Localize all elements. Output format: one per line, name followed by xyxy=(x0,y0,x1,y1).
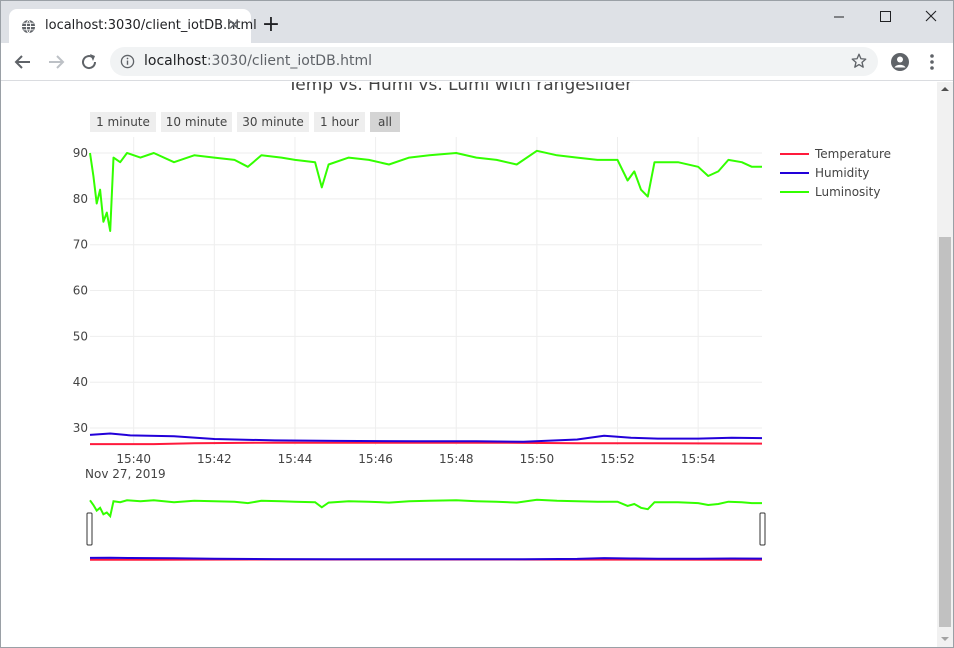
y-tick-label: 70 xyxy=(73,238,88,252)
back-arrow-icon[interactable] xyxy=(11,50,35,74)
range-button-1-hour[interactable]: 1 hour xyxy=(314,112,365,132)
range-button-bg xyxy=(314,112,365,132)
y-tick-label: 30 xyxy=(73,421,88,435)
url-path: :3030/client_iotDB.html xyxy=(206,53,373,69)
range-button-label: 1 hour xyxy=(320,115,359,129)
series-line-humidity[interactable] xyxy=(89,432,763,443)
series-line-luminosity[interactable] xyxy=(89,149,762,232)
globe-icon xyxy=(21,19,36,34)
x-tick-label: 15:54 xyxy=(681,452,716,466)
browser-toolbar: localhost:3030/client_iotDB.html xyxy=(1,43,953,81)
x-tick-label: 15:52 xyxy=(600,452,635,466)
legend: Temperature Humidity Luminosity xyxy=(780,147,891,199)
legend-item-luminosity[interactable]: Luminosity xyxy=(780,185,880,199)
browser-tab[interactable]: localhost:3030/client_iotDB.html ✕ xyxy=(9,9,257,43)
series-line-temperature[interactable] xyxy=(90,441,763,446)
date-label: Nov 27, 2019 xyxy=(85,467,166,481)
x-axis-ticks: 15:40 15:42 15:44 15:46 15:48 15:50 15:52 15:54 xyxy=(116,452,715,466)
new-tab-button[interactable]: + xyxy=(261,12,281,37)
range-button-label: 30 minute xyxy=(242,115,303,129)
x-tick-label: 15:46 xyxy=(358,452,393,466)
x-tick-label: 15:50 xyxy=(520,452,555,466)
info-icon[interactable] xyxy=(120,54,135,69)
range-button-label: 10 minute xyxy=(166,115,227,129)
maximize-icon[interactable] xyxy=(862,1,908,33)
scroll-down-arrow-icon[interactable] xyxy=(940,634,950,644)
star-icon[interactable] xyxy=(850,52,868,70)
y-tick-label: 60 xyxy=(73,284,88,298)
y-axis-ticks: 30 40 50 60 70 80 90 xyxy=(73,146,88,435)
url-host: localhost xyxy=(144,53,207,69)
close-window-icon[interactable] xyxy=(908,1,954,33)
rangeslider-bg xyxy=(90,497,762,560)
range-button-bg xyxy=(161,112,232,132)
legend-item-humidity[interactable]: Humidity xyxy=(780,166,869,180)
y-tick-label: 90 xyxy=(73,146,88,160)
scroll-up-arrow-icon[interactable] xyxy=(940,84,950,94)
vertical-scrollbar[interactable] xyxy=(937,82,953,647)
range-button-bg xyxy=(237,112,309,132)
range-button-label: 1 minute xyxy=(96,115,150,129)
reload-icon[interactable] xyxy=(77,50,101,74)
plot-area[interactable] xyxy=(89,149,763,446)
tab-title: localhost:3030/client_iotDB.html xyxy=(45,18,257,33)
scroll-thumb[interactable] xyxy=(939,237,951,627)
range-selector: 1 minute 10 minute 30 minute 1 hour all xyxy=(90,112,400,132)
range-button-1-minute[interactable]: 1 minute xyxy=(90,112,156,132)
rangeslider-line-luminosity xyxy=(89,498,762,519)
y-tick-label: 50 xyxy=(73,329,88,343)
address-bar[interactable]: localhost:3030/client_iotDB.html xyxy=(110,47,878,76)
legend-label: Temperature xyxy=(814,147,891,161)
plotly-chart: Temp vs. Humi vs. Lumi with rangeslider … xyxy=(73,82,891,561)
url-text[interactable]: localhost:3030/client_iotDB.html xyxy=(144,53,372,69)
x-tick-label: 15:44 xyxy=(278,452,313,466)
range-button-30-minute[interactable]: 30 minute xyxy=(237,112,309,132)
profile-icon[interactable] xyxy=(889,51,911,73)
rangeslider-left-handle[interactable] xyxy=(86,512,93,546)
grid-lines xyxy=(90,137,762,445)
title-bar: localhost:3030/client_iotDB.html ✕ + xyxy=(1,1,953,43)
rangeslider[interactable] xyxy=(86,497,766,561)
range-button-bg xyxy=(90,112,156,132)
x-tick-label: 15:40 xyxy=(116,452,151,466)
legend-item-temperature[interactable]: Temperature xyxy=(780,147,891,161)
range-button-10-minute[interactable]: 10 minute xyxy=(161,112,232,132)
chart-title: Temp vs. Humi vs. Lumi with rangeslider xyxy=(287,82,632,95)
rangeslider-line-humidity xyxy=(89,556,763,561)
minimize-icon[interactable] xyxy=(816,1,862,33)
tab-close-icon[interactable]: ✕ xyxy=(227,16,241,34)
rangeslider-right-handle[interactable] xyxy=(759,512,766,546)
x-tick-label: 15:48 xyxy=(439,452,474,466)
legend-label: Luminosity xyxy=(815,185,880,199)
range-button-bg xyxy=(370,112,400,132)
y-tick-label: 40 xyxy=(73,375,88,389)
range-button-label: all xyxy=(378,115,392,129)
y-tick-label: 80 xyxy=(73,192,88,206)
range-button-all[interactable]: all xyxy=(370,112,400,132)
kebab-menu-icon[interactable] xyxy=(921,51,943,73)
forward-arrow-icon[interactable] xyxy=(44,50,68,74)
legend-label: Humidity xyxy=(815,166,869,180)
x-tick-label: 15:42 xyxy=(197,452,232,466)
page-content: Temp vs. Humi vs. Lumi with rangeslider … xyxy=(1,82,937,647)
